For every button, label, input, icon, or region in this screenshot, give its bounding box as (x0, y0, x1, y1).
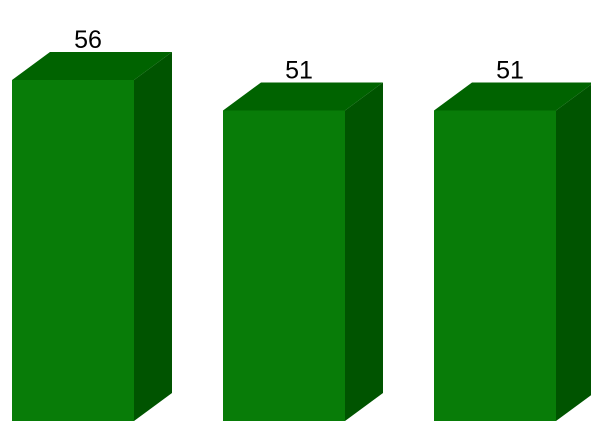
bar-front-face (223, 110, 345, 422)
data-labels-layer: 56 51 51 (74, 26, 524, 84)
bar-front-face (434, 110, 556, 422)
bar-front-face (12, 80, 134, 421)
bar-side-face (134, 52, 172, 421)
data-label-2: 51 (285, 56, 313, 84)
bars-layer (12, 52, 591, 422)
bar-3 (434, 82, 591, 422)
bar-1 (12, 52, 172, 421)
data-label-3: 51 (496, 56, 524, 84)
bar-top-face (223, 82, 383, 111)
bar-side-face (345, 82, 383, 422)
data-label-1: 56 (74, 26, 102, 54)
bar-top-face (12, 52, 172, 80)
bar-top-face (434, 82, 591, 111)
bar-side-face (556, 84, 591, 421)
bar-2 (223, 82, 383, 422)
